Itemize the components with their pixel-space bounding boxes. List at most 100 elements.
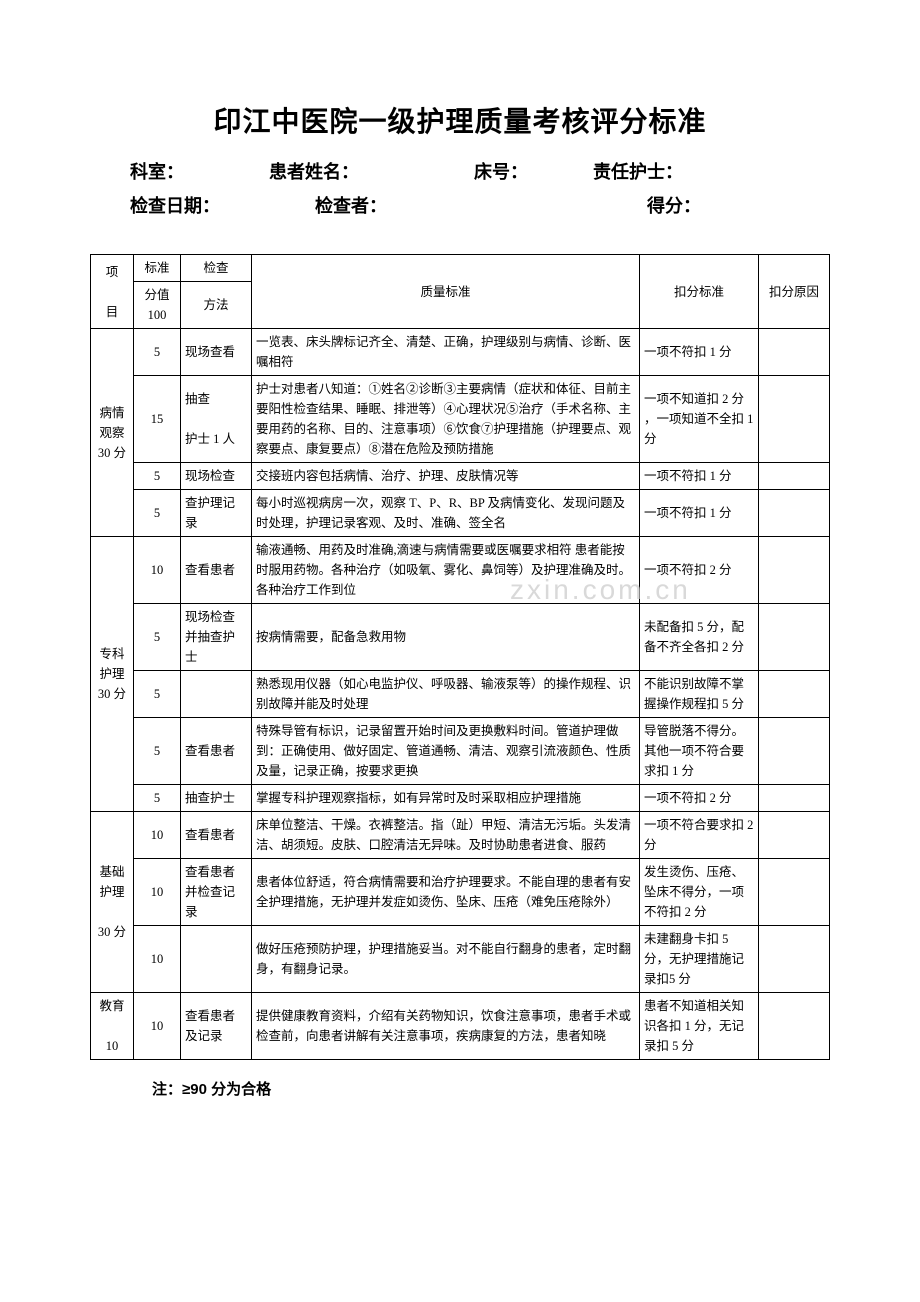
cell-reason <box>759 329 830 376</box>
cell-score: 5 <box>134 490 181 537</box>
form-line-1: 科室： 患者姓名： 床号： 责任护士： <box>130 158 830 184</box>
cell-method <box>181 671 252 718</box>
cell-score: 5 <box>134 718 181 785</box>
score-label: 得分： <box>647 196 701 216</box>
cell-score: 10 <box>134 812 181 859</box>
hdr-standard: 质量标准 <box>252 255 640 329</box>
cell-deduct: 发生烫伤、压疮、坠床不得分，一项不符扣 2 分 <box>640 859 759 926</box>
cell-reason <box>759 604 830 671</box>
form-line-2: 检查日期： 检查者： 得分： <box>130 192 830 218</box>
cell-deduct: 未配备扣 5 分，配备不齐全各扣 2 分 <box>640 604 759 671</box>
cell-reason <box>759 993 830 1060</box>
hdr-score-bot: 分值 100 <box>134 282 181 329</box>
cell-std: 床单位整洁、干燥。衣裤整洁。指（趾）甲短、清洁无污垢。头发清洁、胡须短。皮肤、口… <box>252 812 640 859</box>
checker-label: 检查者： <box>315 196 387 216</box>
cell-method: 查看患者及记录 <box>181 993 252 1060</box>
group-name: 专科 护理 30 分 <box>91 537 134 812</box>
cell-reason <box>759 812 830 859</box>
group-name: 病情 观察 30 分 <box>91 329 134 537</box>
cell-std: 特殊导管有标识，记录留置开始时间及更换敷料时间。管道护理做到：正确使用、做好固定… <box>252 718 640 785</box>
cell-std: 做好压疮预防护理，护理措施妥当。对不能自行翻身的患者，定时翻身，有翻身记录。 <box>252 926 640 993</box>
table-row: 5 查看患者 特殊导管有标识，记录留置开始时间及更换敷料时间。管道护理做到：正确… <box>91 718 830 785</box>
cell-score: 5 <box>134 463 181 490</box>
cell-score: 5 <box>134 785 181 812</box>
table-row: 基础 护理 30 分 10 查看患者 床单位整洁、干燥。衣裤整洁。指（趾）甲短、… <box>91 812 830 859</box>
cell-method: 现场查看 <box>181 329 252 376</box>
cell-deduct: 一项不符扣 1 分 <box>640 490 759 537</box>
hdr-item: 项 目 <box>91 255 134 329</box>
score-table: 项 目 标准 检查 质量标准 扣分标准 扣分原因 分值 100 方法 病情 观察… <box>90 254 830 1060</box>
cell-deduct: 未建翻身卡扣 5 分，无护理措施记录扣5 分 <box>640 926 759 993</box>
dept-label: 科室： <box>130 162 184 182</box>
table-row: 5 现场检查并抽查护士 按病情需要，配备急救用物 未配备扣 5 分，配备不齐全各… <box>91 604 830 671</box>
table-row: 10 查看患者并检查记录 患者体位舒适，符合病情需要和治疗护理要求。不能自理的患… <box>91 859 830 926</box>
table-row: 5 抽查护士 掌握专科护理观察指标，如有异常时及时采取相应护理措施 一项不符扣 … <box>91 785 830 812</box>
cell-reason <box>759 926 830 993</box>
patient-label: 患者姓名： <box>269 162 359 182</box>
cell-reason <box>759 490 830 537</box>
cell-std: 每小时巡视病房一次，观察 T、P、R、BP 及病情变化、发现问题及时处理，护理记… <box>252 490 640 537</box>
cell-deduct: 导管脱落不得分。其他一项不符合要求扣 1 分 <box>640 718 759 785</box>
cell-deduct: 一项不符扣 2 分 <box>640 537 759 604</box>
cell-method <box>181 926 252 993</box>
cell-reason <box>759 376 830 463</box>
cell-reason <box>759 785 830 812</box>
cell-deduct: 一项不符扣 2 分 <box>640 785 759 812</box>
cell-score: 15 <box>134 376 181 463</box>
table-row: 教育 10 10 查看患者及记录 提供健康教育资料，介绍有关药物知识，饮食注意事… <box>91 993 830 1060</box>
cell-method: 现场检查并抽查护士 <box>181 604 252 671</box>
cell-std: 患者体位舒适，符合病情需要和治疗护理要求。不能自理的患者有安全护理措施，无护理并… <box>252 859 640 926</box>
cell-std: 掌握专科护理观察指标，如有异常时及时采取相应护理措施 <box>252 785 640 812</box>
cell-std: 护士对患者八知道：①姓名②诊断③主要病情（症状和体征、目前主要阳性检查结果、睡眠… <box>252 376 640 463</box>
cell-method: 查看患者 <box>181 812 252 859</box>
table-row: 专科 护理 30 分 10 查看患者 输液通畅、用药及时准确,滴速与病情需要或医… <box>91 537 830 604</box>
cell-reason <box>759 537 830 604</box>
cell-method: 现场检查 <box>181 463 252 490</box>
hdr-deduct: 扣分标准 <box>640 255 759 329</box>
cell-score: 5 <box>134 671 181 718</box>
footnote: 注：≥90 分为合格 <box>152 1078 830 1099</box>
hdr-method-top: 检查 <box>181 255 252 282</box>
cell-std: 交接班内容包括病情、治疗、护理、皮肤情况等 <box>252 463 640 490</box>
cell-reason <box>759 718 830 785</box>
cell-deduct: 一项不符合要求扣 2 分 <box>640 812 759 859</box>
table-row: 5 熟悉现用仪器（如心电监护仪、呼吸器、输液泵等）的操作规程、识别故障并能及时处… <box>91 671 830 718</box>
hdr-score-top: 标准 <box>134 255 181 282</box>
cell-deduct: 不能识别故障不掌握操作规程扣 5 分 <box>640 671 759 718</box>
table-row: 5 查护理记录 每小时巡视病房一次，观察 T、P、R、BP 及病情变化、发现问题… <box>91 490 830 537</box>
date-label: 检查日期： <box>130 196 220 216</box>
cell-score: 10 <box>134 993 181 1060</box>
cell-method: 查护理记录 <box>181 490 252 537</box>
cell-score: 10 <box>134 859 181 926</box>
group-name: 教育 10 <box>91 993 134 1060</box>
cell-method: 抽查护士 <box>181 785 252 812</box>
bed-label: 床号： <box>474 162 528 182</box>
group-name: 基础 护理 30 分 <box>91 812 134 993</box>
cell-score: 5 <box>134 329 181 376</box>
cell-method: 查看患者 <box>181 718 252 785</box>
cell-std: 熟悉现用仪器（如心电监护仪、呼吸器、输液泵等）的操作规程、识别故障并能及时处理 <box>252 671 640 718</box>
hdr-reason: 扣分原因 <box>759 255 830 329</box>
cell-std: 输液通畅、用药及时准确,滴速与病情需要或医嘱要求相符 患者能按时服用药物。各种治… <box>252 537 640 604</box>
nurse-label: 责任护士： <box>593 162 683 182</box>
cell-deduct: 患者不知道相关知识各扣 1 分，无记录扣 5 分 <box>640 993 759 1060</box>
table-row: 15 抽查 护士 1 人 护士对患者八知道：①姓名②诊断③主要病情（症状和体征、… <box>91 376 830 463</box>
cell-deduct: 一项不知道扣 2 分 ，一项知道不全扣 1 分 <box>640 376 759 463</box>
cell-std: 一览表、床头牌标记齐全、清楚、正确，护理级别与病情、诊断、医嘱相符 <box>252 329 640 376</box>
table-row: 病情 观察 30 分 5 现场查看 一览表、床头牌标记齐全、清楚、正确，护理级别… <box>91 329 830 376</box>
cell-std: 按病情需要，配备急救用物 <box>252 604 640 671</box>
cell-deduct: 一项不符扣 1 分 <box>640 463 759 490</box>
cell-reason <box>759 463 830 490</box>
hdr-method-bot: 方法 <box>181 282 252 329</box>
cell-method: 查看患者并检查记录 <box>181 859 252 926</box>
cell-std: 提供健康教育资料，介绍有关药物知识，饮食注意事项，患者手术或检查前，向患者讲解有… <box>252 993 640 1060</box>
cell-method: 查看患者 <box>181 537 252 604</box>
cell-score: 5 <box>134 604 181 671</box>
cell-reason <box>759 671 830 718</box>
table-row: 10 做好压疮预防护理，护理措施妥当。对不能自行翻身的患者，定时翻身，有翻身记录… <box>91 926 830 993</box>
table-row: 5 现场检查 交接班内容包括病情、治疗、护理、皮肤情况等 一项不符扣 1 分 <box>91 463 830 490</box>
cell-score: 10 <box>134 537 181 604</box>
cell-reason <box>759 859 830 926</box>
page-title: 印江中医院一级护理质量考核评分标准 <box>90 100 830 140</box>
cell-method: 抽查 护士 1 人 <box>181 376 252 463</box>
